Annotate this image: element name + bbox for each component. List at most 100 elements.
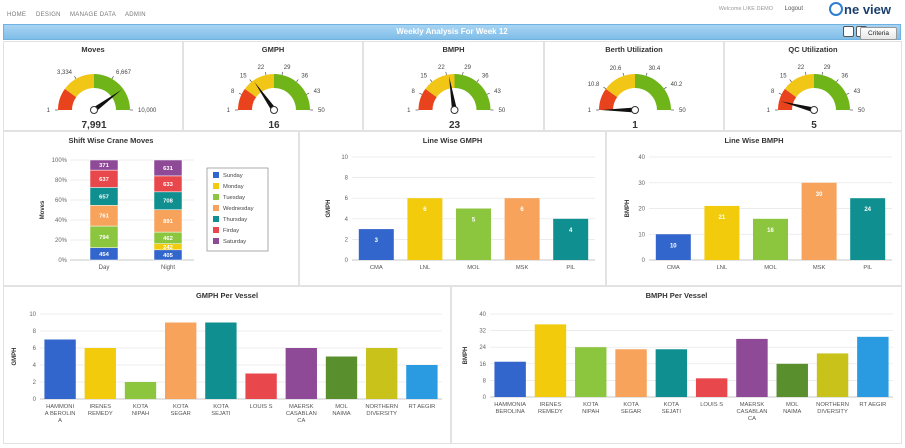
x-tick-label: REMEDY xyxy=(88,411,113,417)
nav-admin[interactable]: ADMIN xyxy=(125,12,146,18)
top-nav: HOME DESIGN MANAGE DATA ADMIN Welcome LI… xyxy=(0,0,905,22)
nav-home[interactable]: HOME xyxy=(7,12,27,18)
x-tick-label: IRENES xyxy=(540,402,562,408)
bar xyxy=(494,361,526,397)
gauge-tick xyxy=(306,92,310,95)
gauge-value: 23 xyxy=(449,120,461,131)
gauge-tick xyxy=(111,76,114,79)
gauge-tick-label: 43 xyxy=(314,89,321,95)
segment-value-label: 405 xyxy=(163,253,173,259)
logout-link[interactable]: Logout xyxy=(784,6,803,12)
x-tick-label: KOTA xyxy=(623,402,638,408)
legend-label: Saturday xyxy=(223,239,246,245)
x-tick-label: REMEDY xyxy=(538,409,563,415)
gauge-tick-label: 22 xyxy=(798,65,805,71)
legend-swatch xyxy=(213,172,219,178)
stacked-segment xyxy=(153,159,183,177)
gauge-tick-label: 10,000 xyxy=(138,108,157,114)
bar-value-label: 30 xyxy=(816,192,823,198)
y-tick-label: 6 xyxy=(345,196,349,202)
y-tick-label: 4 xyxy=(345,217,349,223)
bar xyxy=(534,324,567,397)
bar-value-label: 16 xyxy=(767,228,774,234)
gauge-tick-label: 8 xyxy=(231,89,235,95)
legend-label: Firday xyxy=(223,228,239,234)
gauge-tick-label: 29 xyxy=(464,65,471,71)
gauge-needle xyxy=(781,101,815,113)
gauge-tick-label: 29 xyxy=(824,65,831,71)
legend-swatch xyxy=(213,227,219,233)
y-axis-label: BMPH xyxy=(463,347,469,365)
y-tick-label: 24 xyxy=(479,345,486,351)
criteria-button[interactable]: Criteria xyxy=(860,27,897,40)
y-tick-label: 0 xyxy=(483,395,487,401)
gauge-needle xyxy=(449,76,457,111)
gauge-band xyxy=(94,74,130,110)
gauge-panel-bmph: BMPH 1 8 15 22 29 36 43 50 23 xyxy=(363,41,544,131)
y-tick-label: 80% xyxy=(55,178,68,184)
legend-swatch xyxy=(213,194,219,200)
line-wise-bmph-panel: Line Wise BMPH 0 10 20 30 40 BMPH 10 CMA 21 LNL 16… xyxy=(606,131,902,286)
bar xyxy=(655,349,688,397)
bar-value-label: 5 xyxy=(472,218,476,224)
legend-swatch xyxy=(213,183,219,189)
gauge-tick-label: 50 xyxy=(679,108,686,114)
gauge-band xyxy=(58,88,77,110)
gauge-tick xyxy=(836,79,839,83)
gauge-band xyxy=(244,74,274,98)
gauge-tick xyxy=(821,71,824,75)
bar-value-label: 4 xyxy=(569,228,573,234)
x-tick-label: MSK xyxy=(516,265,529,271)
x-tick-label: MOL xyxy=(335,404,348,410)
x-tick-label: LNL xyxy=(420,265,431,271)
x-tick-label: PIL xyxy=(566,265,575,271)
bar xyxy=(857,336,889,397)
gauge-band xyxy=(635,74,671,110)
x-tick-label: LNL xyxy=(717,265,728,271)
x-tick-label: MAERSK xyxy=(289,404,314,410)
x-tick-label: MSK xyxy=(813,265,826,271)
nav-manage-data[interactable]: MANAGE DATA xyxy=(70,12,117,18)
bar xyxy=(704,205,740,260)
chart-title: GMPH Per Vessel xyxy=(195,291,259,300)
bar-value-label: 10 xyxy=(670,243,677,249)
x-tick-label: KOTA xyxy=(173,404,188,410)
segment-value-label: 657 xyxy=(99,194,109,200)
gauge-tick-label: 15 xyxy=(780,74,787,80)
gauge-tick-label: 10.8 xyxy=(588,82,600,88)
y-tick-label: 100% xyxy=(52,158,68,164)
export-icon[interactable] xyxy=(843,26,854,37)
bar xyxy=(205,322,237,399)
bar xyxy=(655,234,691,260)
bar xyxy=(165,322,197,399)
x-tick-label: MOL xyxy=(467,265,480,271)
bar xyxy=(753,218,788,260)
legend-label: Wednesday xyxy=(223,206,254,212)
gauge-needle xyxy=(92,89,122,113)
gauge-tick-label: 22 xyxy=(438,65,445,71)
legend-label: Tuesday xyxy=(223,195,245,201)
x-tick-label: KOTA xyxy=(583,402,598,408)
line-wise-bmph-chart: 0 10 20 30 40 BMPH 10 CMA 21 LNL 16 MOL 30 MSK 24 PIL xyxy=(625,155,892,271)
x-tick-label: NAIMA xyxy=(332,411,350,417)
welcome-text: Welcome LIKE DEMO xyxy=(718,6,773,12)
x-tick-label: MAERSK xyxy=(740,402,765,408)
gauge-tick-label: 1 xyxy=(767,108,771,114)
bar xyxy=(366,348,398,399)
gauge-tick-label: 15 xyxy=(240,74,247,80)
bar xyxy=(84,348,116,399)
bar xyxy=(358,229,394,260)
y-tick-label: 30 xyxy=(638,181,645,187)
y-tick-label: 8 xyxy=(33,329,37,335)
gauge-band xyxy=(425,74,455,98)
y-tick-label: 0% xyxy=(58,258,67,264)
gauge-band xyxy=(605,74,635,98)
gauge-tick xyxy=(804,71,807,75)
gauge-band xyxy=(599,88,618,110)
x-tick-label: CASABLAN xyxy=(736,409,767,415)
nav-design[interactable]: DESIGN xyxy=(36,12,61,18)
gauge-tick xyxy=(846,92,850,95)
legend-swatch xyxy=(213,205,219,211)
legend-swatch xyxy=(213,238,219,244)
